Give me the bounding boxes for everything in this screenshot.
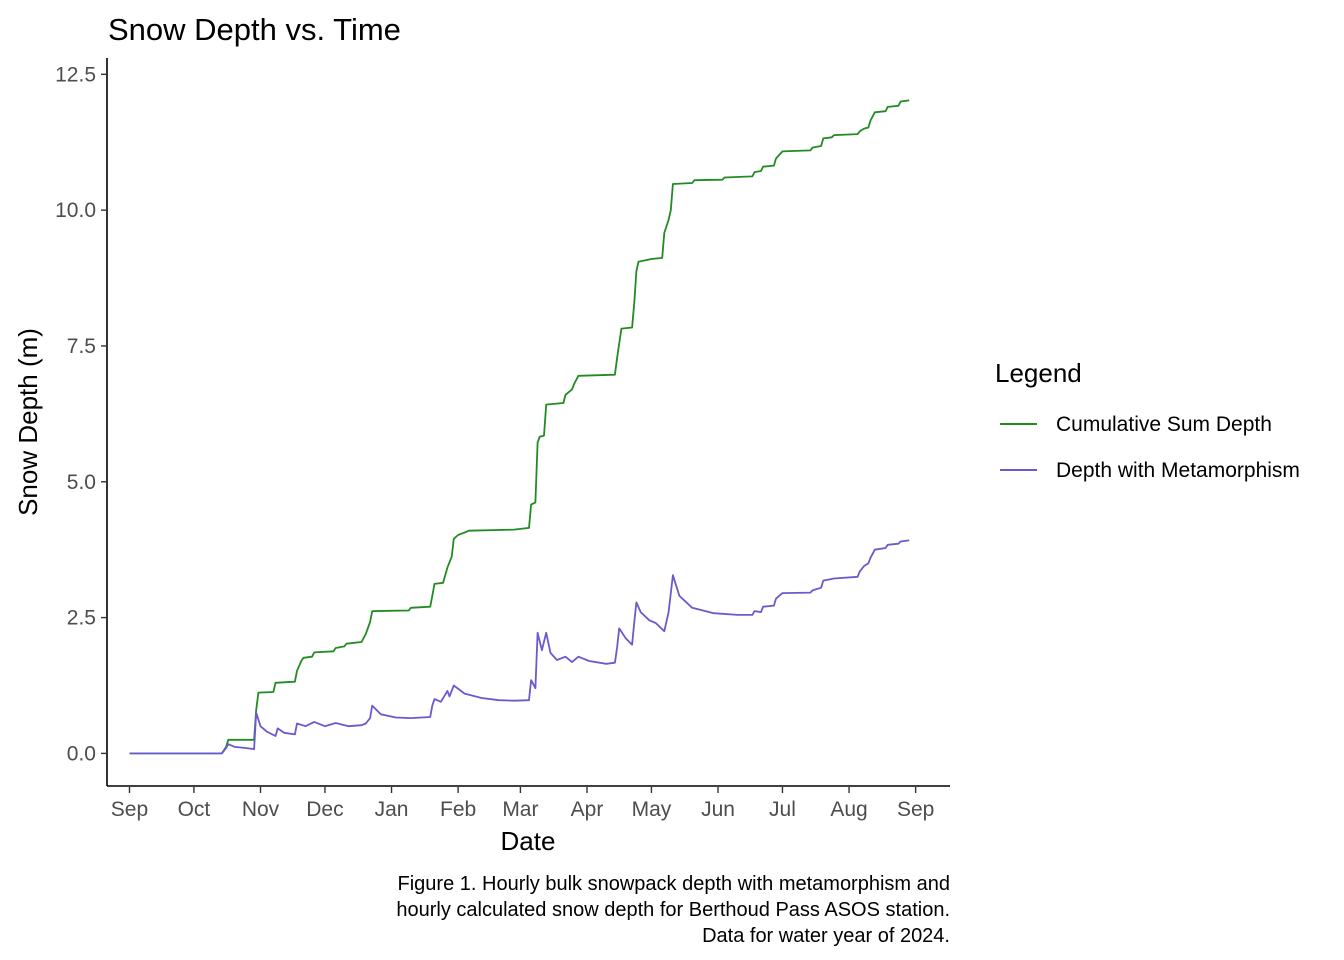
chart-title: Snow Depth vs. Time — [108, 12, 401, 47]
x-tick-label: Feb — [440, 798, 476, 821]
x-axis-ticks: Sep Oct Nov Dec Jan Feb Mar Apr May Jun Jul Aug Sep — [111, 787, 934, 821]
legend-label-depth-with-metamorphism: Depth with Metamorphism — [1056, 459, 1300, 482]
caption-line-3: Data for water year of 2024. — [702, 925, 950, 947]
caption-line-1: Figure 1. Hourly bulk snowpack depth wit… — [398, 873, 950, 895]
caption-line-2: hourly calculated snow depth for Berthou… — [396, 899, 950, 921]
y-axis-title: Snow Depth (m) — [13, 328, 43, 516]
y-tick-label: 10.0 — [55, 199, 96, 222]
x-tick-label: Apr — [571, 798, 604, 821]
y-tick-label: 0.0 — [67, 742, 96, 765]
x-tick-label: Jul — [769, 798, 796, 821]
y-tick-label: 12.5 — [55, 63, 96, 86]
y-axis-ticks: 0.0 2.5 5.0 7.5 10.0 12.5 — [55, 63, 107, 765]
legend: Legend Cumulative Sum Depth Depth with M… — [995, 358, 1300, 482]
legend-label-cumulative-sum-depth: Cumulative Sum Depth — [1056, 413, 1272, 436]
series-layer — [129, 99, 910, 755]
x-tick-label: Jun — [701, 798, 735, 821]
x-tick-label: Oct — [178, 798, 211, 821]
y-tick-label: 2.5 — [67, 607, 96, 630]
y-tick-label: 7.5 — [67, 335, 96, 358]
series-line-cumulative-sum-depth — [129, 99, 910, 755]
x-tick-label: Dec — [306, 798, 343, 821]
x-tick-label: Aug — [830, 798, 867, 821]
x-tick-label: Jan — [375, 798, 409, 821]
x-axis-title: Date — [501, 826, 556, 856]
x-tick-label: May — [632, 798, 672, 821]
x-tick-label: Sep — [897, 798, 934, 821]
series-line-depth-with-metamorphism — [129, 539, 910, 755]
x-tick-label: Mar — [502, 798, 538, 821]
x-tick-label: Sep — [111, 798, 148, 821]
x-tick-label: Nov — [242, 798, 280, 821]
figure-caption: Figure 1. Hourly bulk snowpack depth wit… — [396, 873, 950, 947]
legend-title: Legend — [995, 358, 1082, 388]
y-tick-label: 5.0 — [67, 471, 96, 494]
